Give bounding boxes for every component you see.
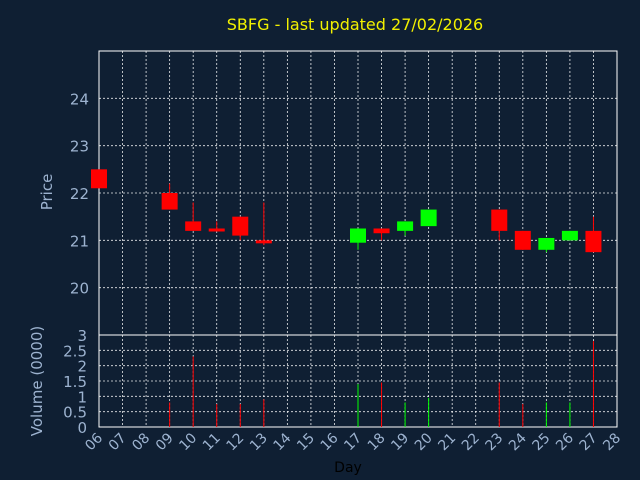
candle-body <box>255 240 272 244</box>
price-tick-label: 23 <box>70 138 89 156</box>
candle-body <box>561 230 578 241</box>
price-tick-label: 21 <box>70 232 89 250</box>
price-tick-label: 20 <box>70 280 89 298</box>
volume-tick-label: 2 <box>77 358 87 376</box>
candle-body <box>420 209 437 227</box>
x-tick-labels: 06 07 08 09 10 11 12 13 14 15 16 17 18 19 20 21 22 23 24 25… <box>82 430 624 454</box>
candle-body <box>585 230 602 253</box>
candle-body <box>161 193 178 210</box>
price-tick-labels: 20 21 22 23 24 <box>70 90 89 297</box>
price-tick-label: 22 <box>70 185 89 203</box>
candle-body <box>514 230 531 250</box>
candle-body <box>208 228 225 232</box>
volume-bars <box>169 341 594 427</box>
candle-body <box>491 209 508 231</box>
candle-body <box>232 216 249 236</box>
candle-body <box>185 221 202 231</box>
volume-axis-label: Volume (0000) <box>28 326 46 436</box>
candle-body <box>397 221 414 231</box>
candle-body <box>350 228 366 243</box>
chart-title: SBFG - last updated 27/02/2026 <box>227 15 483 34</box>
volume-tick-label: 0 <box>77 419 87 437</box>
candle-body <box>538 237 555 250</box>
candles <box>91 169 602 253</box>
volume-tick-label: 1 <box>77 388 87 406</box>
price-tick-label: 24 <box>70 90 89 108</box>
candle-body <box>91 169 107 189</box>
volume-tick-labels: 00.511.522.53 <box>63 327 87 437</box>
volume-tick-label: 3 <box>77 327 87 345</box>
volume-tick-label: 2.5 <box>63 342 87 360</box>
volume-tick-label: 0.5 <box>63 404 87 422</box>
volume-tick-label: 1.5 <box>63 373 87 391</box>
candle-body <box>373 228 390 234</box>
price-axis-label: Price <box>38 174 56 211</box>
x-axis-label: Day <box>334 460 362 476</box>
